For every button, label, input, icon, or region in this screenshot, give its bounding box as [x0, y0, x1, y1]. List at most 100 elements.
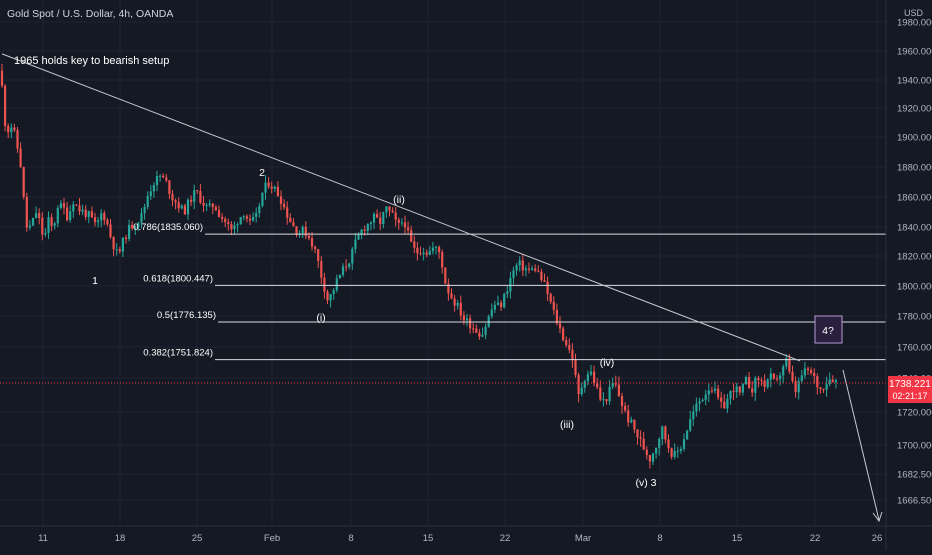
- candle-body: [273, 186, 276, 189]
- wave-label: (ii): [393, 194, 405, 206]
- x-tick-label: 8: [348, 533, 353, 544]
- candle-body: [193, 190, 196, 202]
- candle-body: [224, 218, 227, 223]
- candle-body: [137, 222, 140, 227]
- candle-body: [757, 377, 760, 381]
- y-tick-label: 1880.000: [897, 163, 932, 174]
- candle-body: [196, 190, 199, 192]
- candle-body: [726, 398, 729, 409]
- x-tick-label: 15: [732, 533, 743, 544]
- candle-body: [146, 196, 149, 207]
- candle-body: [47, 217, 50, 233]
- candle-body: [363, 229, 366, 231]
- candle-body: [35, 213, 38, 218]
- candle-body: [636, 429, 639, 438]
- candle-body: [512, 270, 515, 279]
- y-tick-label: 1700.000: [897, 441, 932, 452]
- projection-line[interactable]: [842, 369, 880, 521]
- trendline[interactable]: [1, 53, 801, 362]
- candle-body: [456, 302, 459, 306]
- candle-body: [78, 205, 81, 212]
- candle-body: [444, 267, 447, 284]
- candle-body: [692, 411, 695, 420]
- candle-body: [664, 426, 667, 440]
- candle-body: [168, 180, 171, 194]
- candle-body: [679, 448, 682, 451]
- candle-body: [165, 177, 168, 181]
- candle-body: [267, 182, 270, 187]
- candle-body: [385, 206, 388, 213]
- candle-body: [112, 237, 115, 250]
- candle-body: [599, 387, 602, 400]
- candle-body: [50, 217, 53, 226]
- fib-label: 0.382(1751.824): [143, 348, 213, 359]
- candle-body: [202, 202, 205, 206]
- candle-body: [431, 247, 434, 252]
- candle-body: [397, 219, 400, 223]
- candle-body: [217, 210, 221, 217]
- projection-arrowhead: [872, 511, 883, 523]
- candle-body: [131, 224, 134, 229]
- candle-body: [369, 222, 372, 225]
- candle-body: [7, 125, 10, 133]
- candle-body: [171, 193, 174, 201]
- candle-body: [797, 381, 800, 393]
- time-axis[interactable]: 11 18 25 Feb 8 15 22 Mar 8 15 22 26: [0, 525, 932, 544]
- candle-body: [555, 309, 558, 324]
- candle-body: [227, 222, 230, 224]
- x-tick-label: 22: [810, 533, 821, 544]
- candle-body: [698, 401, 701, 404]
- candle-body: [326, 291, 329, 301]
- candle-body: [264, 182, 267, 193]
- y-tick-label: 1760.000: [897, 343, 932, 354]
- candle-body: [56, 208, 59, 224]
- candle-body: [695, 403, 698, 412]
- candle-body: [521, 260, 524, 271]
- candle-body: [255, 213, 258, 217]
- candle-body: [177, 202, 180, 209]
- candle-body: [794, 381, 797, 393]
- candle-body: [754, 377, 757, 393]
- candle-body: [314, 246, 317, 250]
- candle-body: [407, 227, 410, 231]
- candle-body: [819, 387, 822, 390]
- candle-body: [834, 380, 837, 382]
- candle-body: [100, 213, 103, 221]
- price-tag-value: 1738.221: [889, 379, 931, 390]
- candle-body: [295, 226, 298, 235]
- y-tick-label: 1720.000: [897, 408, 932, 419]
- candle-body: [214, 207, 217, 211]
- candle-body: [261, 192, 264, 207]
- candle-body: [543, 280, 546, 282]
- candle-body: [642, 438, 645, 450]
- candle-body: [44, 232, 47, 235]
- candle-body: [447, 283, 450, 294]
- candle-body: [825, 384, 828, 390]
- candle-body: [645, 449, 648, 456]
- fib-label: 0.618(1800.447): [143, 273, 213, 284]
- candle-body: [639, 437, 642, 439]
- candle-body: [422, 252, 425, 254]
- candle-body: [357, 234, 360, 240]
- wave-4-box[interactable]: [814, 315, 843, 344]
- candle-body: [53, 223, 56, 226]
- fib-label: 0.786(1835.060): [133, 222, 203, 233]
- candle-body: [366, 224, 369, 231]
- candle-body: [323, 277, 326, 292]
- candle-body: [741, 384, 744, 393]
- wave-label: (i): [316, 312, 325, 324]
- symbol-title[interactable]: Gold Spot / U.S. Dollar, 4h, OANDA: [7, 8, 174, 20]
- x-tick-label: 18: [115, 533, 126, 544]
- wave-label: (iii): [560, 419, 574, 431]
- candle-body: [134, 226, 137, 229]
- price-axis[interactable]: 1666.5001682.5001700.0001720.0001740.000…: [885, 0, 932, 550]
- x-tick-label: 26: [872, 533, 883, 544]
- candle-body: [416, 247, 419, 254]
- candle-body: [593, 371, 596, 384]
- candle-body: [180, 205, 183, 209]
- candle-body: [338, 274, 341, 279]
- candle-body: [534, 268, 537, 271]
- fib-levels[interactable]: 0.786(1835.060) 0.618(1800.447) 0.5(1776.1…: [133, 222, 886, 361]
